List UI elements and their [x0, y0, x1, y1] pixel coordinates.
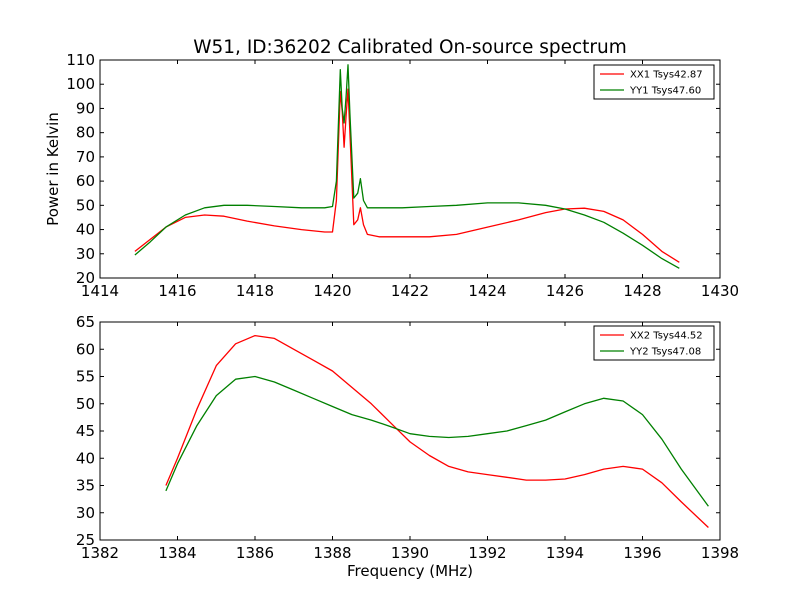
- x-tick-label: 1416: [158, 282, 196, 300]
- x-tick-label: 1420: [313, 282, 351, 300]
- y-tick-label: 35: [76, 477, 95, 495]
- y-tick-label: 80: [76, 124, 95, 142]
- y-tick-label: 55: [76, 368, 95, 386]
- y-tick-label: 70: [76, 148, 95, 166]
- y-tick-label: 100: [66, 75, 95, 93]
- x-tick-label: 1392: [468, 544, 506, 562]
- figure-title: W51, ID:36202 Calibrated On-source spect…: [193, 37, 627, 58]
- x-tick-label: 1414: [81, 282, 119, 300]
- y-tick-label: 60: [76, 340, 95, 358]
- x-tick-label: 1426: [546, 282, 584, 300]
- x-tick-label: 1418: [236, 282, 274, 300]
- legend-label: YY1 Tsys47.60: [629, 86, 701, 97]
- x-tick-label: 1388: [313, 544, 351, 562]
- x-tick-label: 1390: [391, 544, 429, 562]
- y-tick-label: 60: [76, 172, 95, 190]
- series-line-2: [165, 375, 709, 507]
- y-tick-label: 45: [76, 422, 95, 440]
- bottom-spectrum-plot: 1382 1384 1386 1388 1390 1392 1394 1396 1398 25 30…: [76, 313, 739, 562]
- legend-label: YY2 Tsys47.08: [629, 347, 701, 358]
- legend: XX2 Tsys44.52 YY2 Tsys47.08: [593, 325, 715, 361]
- y-tick-label: 30: [76, 504, 95, 522]
- y-tick-label: 65: [76, 313, 95, 331]
- y-tick-label: 25: [76, 531, 95, 549]
- x-tick-label: 1424: [468, 282, 506, 300]
- top-spectrum-plot: 1414 1416 1418 1420 1422 1424 1426 1428 1430 20 30…: [44, 51, 739, 300]
- x-tick-label: 1398: [701, 544, 739, 562]
- y-tick-label: 20: [76, 269, 95, 287]
- x-tick-label: 1422: [391, 282, 429, 300]
- y-tick-label: 110: [66, 51, 95, 69]
- x-tick-label: 1382: [81, 544, 119, 562]
- x-axis-label: Frequency (MHz): [347, 562, 473, 580]
- x-tick-label: 1384: [158, 544, 196, 562]
- y-axis-label: Power in Kelvin: [44, 112, 62, 226]
- y-tick-label: 50: [76, 395, 95, 413]
- legend-label: XX2 Tsys44.52: [630, 331, 703, 342]
- y-tick-label: 40: [76, 449, 95, 467]
- series-line-1: [165, 334, 709, 528]
- y-tick-label: 40: [76, 221, 95, 239]
- legend: XX1 Tsys42.87 YY1 Tsys47.60: [593, 64, 715, 100]
- x-tick-label: 1396: [623, 544, 661, 562]
- y-tick-label: 30: [76, 245, 95, 263]
- series-line-2: [134, 64, 680, 269]
- y-tick-label: 50: [76, 196, 95, 214]
- y-tick-label: 90: [76, 99, 95, 117]
- x-tick-label: 1394: [546, 544, 584, 562]
- x-tick-label: 1430: [701, 282, 739, 300]
- legend-label: XX1 Tsys42.87: [630, 70, 703, 81]
- series-line-1: [134, 88, 680, 263]
- x-tick-label: 1386: [236, 544, 274, 562]
- x-tick-label: 1428: [623, 282, 661, 300]
